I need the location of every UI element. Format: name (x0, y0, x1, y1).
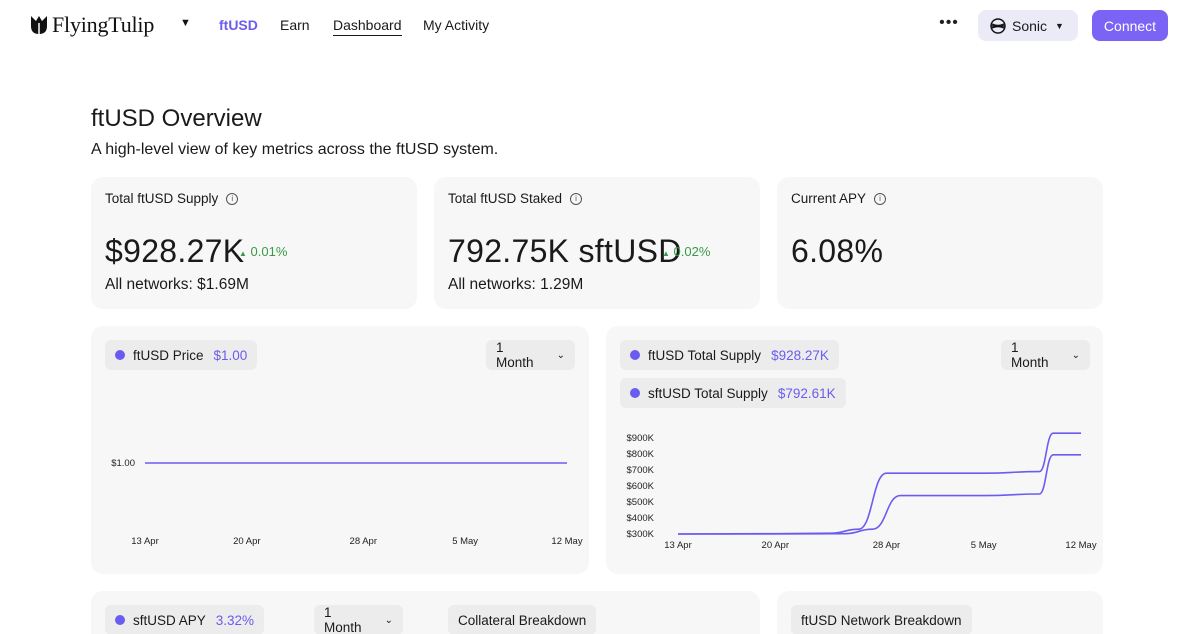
stat-sub: All networks: 1.29M (448, 276, 584, 293)
legend-value: $1.00 (213, 347, 248, 363)
stat-sub: All networks: $1.69M (105, 276, 249, 293)
x-tick-label: 20 Apr (233, 536, 260, 547)
legend-label: sftUSD APY (133, 612, 206, 628)
stat-card-total-supply: Total ftUSD Supply i $928.27K ▲ 0.01% Al… (91, 177, 417, 309)
range-label: 1 Month (1011, 340, 1049, 370)
x-tick-label: 13 Apr (664, 540, 691, 551)
arrow-up-icon: ▲ (239, 249, 247, 258)
chevron-down-icon: ⌄ (1071, 349, 1080, 361)
page-title: ftUSD Overview (91, 105, 262, 132)
supply-legend-sftusd: sftUSD Total Supply $792.61K (620, 378, 846, 408)
stat-delta-value: 0.02% (673, 244, 711, 259)
stat-value: 6.08% (791, 233, 884, 269)
apy-range-dropdown[interactable]: 1 Month ⌄ (314, 605, 403, 634)
x-tick-label: 13 Apr (131, 536, 158, 547)
supply-line-chart: $900K $800K $700K $600K $500K $400K $300K 13 Ap… (627, 432, 1097, 551)
range-label: 1 Month (496, 340, 534, 370)
x-tick-label: 20 Apr (762, 540, 789, 551)
stat-label-wrap: Total ftUSD Staked i (448, 191, 583, 206)
nav-item-dashboard[interactable]: Dashboard (333, 17, 402, 36)
info-icon[interactable]: i (570, 192, 583, 205)
legend-label: ftUSD Price (133, 347, 204, 363)
stat-label-wrap: Total ftUSD Supply i (105, 191, 239, 206)
price-chart-card: ftUSD Price $1.00 1 Month ⌄ 13 Apr 20 Apr… (91, 326, 589, 574)
supply-legend-ftusd: ftUSD Total Supply $928.27K (620, 340, 839, 370)
legend-label: ftUSD Total Supply (648, 347, 762, 363)
series-dot (115, 350, 125, 360)
x-tick-label: 12 May (1065, 540, 1096, 551)
y-tick-label: $700K (627, 465, 655, 476)
stat-delta: ▲ 0.02% (662, 244, 710, 259)
collateral-breakdown-card: Collateral Breakdown (434, 591, 760, 634)
info-icon[interactable]: i (874, 192, 887, 205)
stat-label: Current APY (791, 191, 867, 206)
card-title: Collateral Breakdown (458, 612, 587, 628)
chevron-down-icon: ⌄ (556, 349, 565, 361)
y-tick-label: $1.00 (111, 458, 135, 469)
more-options-icon[interactable]: ••• (939, 14, 959, 31)
legend-label: sftUSD Total Supply (648, 385, 768, 401)
network-selector[interactable]: Sonic ▼ (978, 10, 1078, 41)
stat-value: 792.75K sftUSD (448, 233, 682, 269)
tulip-logo-icon (31, 16, 47, 34)
series-dot (630, 350, 640, 360)
supply-range-dropdown[interactable]: 1 Month ⌄ (1001, 340, 1090, 370)
brand-logo[interactable]: FlyingTulip (30, 12, 155, 37)
network-breakdown-card: ftUSD Network Breakdown (777, 591, 1103, 634)
arrow-up-icon: ▲ (662, 249, 670, 258)
x-tick-label: 5 May (971, 540, 997, 551)
apy-legend: sftUSD APY 3.32% (105, 605, 265, 634)
info-icon[interactable]: i (226, 192, 239, 205)
y-tick-label: $800K (627, 449, 655, 460)
stat-delta: ▲ 0.01% (239, 244, 287, 259)
page-subtitle: A high-level view of key metrics across … (91, 141, 499, 158)
legend-value: 3.32% (215, 612, 255, 628)
stat-label-wrap: Current APY i (791, 191, 887, 206)
y-tick-label: $500K (627, 497, 655, 508)
price-legend: ftUSD Price $1.00 (105, 340, 258, 370)
y-tick-label: $300K (627, 529, 655, 540)
stat-delta-value: 0.01% (250, 244, 288, 259)
x-tick-label: 28 Apr (873, 540, 900, 551)
legend-value: $928.27K (771, 347, 829, 363)
network-breakdown-title: ftUSD Network Breakdown (791, 605, 972, 634)
collateral-title: Collateral Breakdown (448, 605, 597, 634)
nav-item-earn[interactable]: Earn (280, 17, 310, 33)
stat-card-total-staked: Total ftUSD Staked i 792.75K sftUSD ▲ 0.… (434, 177, 760, 309)
chevron-down-icon: ▼ (1055, 20, 1064, 31)
series-dot (115, 615, 125, 625)
price-range-dropdown[interactable]: 1 Month ⌄ (486, 340, 575, 370)
nav-item-ftusd[interactable]: ftUSD (219, 17, 258, 33)
stat-card-current-apy: Current APY i 6.08% (777, 177, 1103, 309)
x-tick-label: 28 Apr (350, 536, 377, 547)
series-dot (630, 388, 640, 398)
top-navigation-bar: FlyingTulip ▼ ftUSD Earn Dashboard My Ac… (0, 0, 1200, 52)
stat-label: Total ftUSD Staked (448, 191, 563, 206)
connect-wallet-button[interactable]: Connect (1092, 10, 1168, 41)
chevron-down-icon: ⌄ (384, 614, 393, 626)
y-tick-label: $600K (627, 481, 655, 492)
y-tick-label: $900K (627, 433, 655, 444)
brand-name: FlyingTulip (52, 12, 155, 37)
price-line-chart: 13 Apr 20 Apr 28 Apr 5 May 12 May $1.00 (111, 458, 583, 547)
stat-label: Total ftUSD Supply (105, 191, 219, 206)
sonic-network-icon (990, 17, 1006, 34)
card-title: ftUSD Network Breakdown (801, 612, 962, 628)
x-tick-label: 5 May (452, 536, 478, 547)
nav-item-my-activity[interactable]: My Activity (423, 17, 490, 33)
stat-value: $928.27K (105, 233, 245, 269)
legend-value: $792.61K (777, 385, 836, 401)
x-tick-label: 12 May (551, 536, 582, 547)
supply-chart-card: ftUSD Total Supply $928.27K sftUSD Total… (606, 326, 1103, 574)
network-label: Sonic (1012, 17, 1048, 34)
series-line-ftusd-supply (677, 432, 1081, 535)
brand-menu-caret-icon[interactable]: ▼ (180, 17, 191, 29)
range-label: 1 Month (324, 605, 362, 634)
series-line-sftusd-supply (677, 454, 1081, 535)
y-tick-label: $400K (627, 513, 655, 524)
